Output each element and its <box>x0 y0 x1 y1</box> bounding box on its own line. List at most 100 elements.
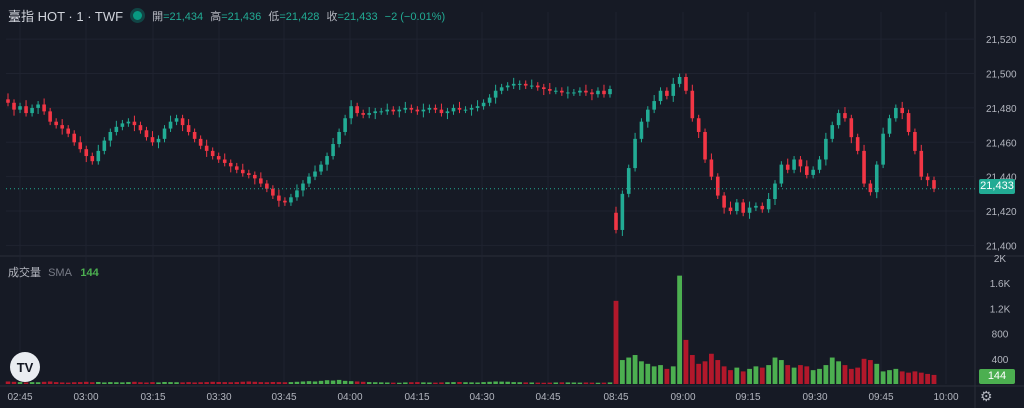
volume-axis: 400 800 1.2K 1.6K 2K <box>990 254 1011 366</box>
candle-body <box>271 188 275 196</box>
candle-body <box>572 92 576 94</box>
candle-body <box>469 107 474 110</box>
volume-bar <box>457 381 462 384</box>
candle-body <box>874 164 879 193</box>
live-dot-icon <box>133 11 143 20</box>
time-tick-label: 04:15 <box>404 392 429 403</box>
volume-bar <box>589 382 595 384</box>
candle-body <box>566 92 570 94</box>
candle-body <box>451 107 456 112</box>
close-value: =21,433 <box>337 10 378 23</box>
candle-body <box>560 90 564 93</box>
candle-body <box>421 109 426 112</box>
candle-body <box>932 180 936 189</box>
volume-bar <box>433 382 438 384</box>
candle-body <box>30 107 34 114</box>
candle-body <box>633 138 637 169</box>
candle-body <box>409 107 414 110</box>
volume-bar <box>252 381 258 384</box>
candle-body <box>747 207 752 213</box>
volume-bar <box>931 374 937 384</box>
volume-bar <box>639 361 644 384</box>
candle-body <box>499 87 504 91</box>
volume-bar <box>481 382 486 384</box>
high-label: 高 <box>210 10 222 23</box>
time-tick-label: 03:30 <box>206 392 231 403</box>
time-tick-label: 08:45 <box>603 392 628 403</box>
candle-body <box>373 111 378 114</box>
volume-header: 成交量 SMA 144 <box>8 264 99 280</box>
volume-bar <box>102 382 107 384</box>
candle-body <box>523 83 528 86</box>
volume-bar <box>246 381 252 384</box>
candle-body <box>42 104 46 112</box>
volume-bar <box>90 382 95 384</box>
volume-bar <box>823 365 829 384</box>
time-tick-label: 09:00 <box>670 392 695 403</box>
volume-bar <box>150 382 155 384</box>
candle-body <box>156 138 161 143</box>
gear-icon[interactable]: ⚙ <box>980 388 993 404</box>
candle-body <box>773 183 777 200</box>
candle-body <box>204 145 209 151</box>
candle-body <box>805 166 809 175</box>
volume-bar <box>11 381 17 384</box>
volume-bar <box>728 370 733 384</box>
volume-bar <box>47 381 53 384</box>
volume-bar <box>360 381 366 384</box>
volume-bar <box>463 382 468 384</box>
volume-bar <box>439 382 444 384</box>
candle-body <box>108 131 113 141</box>
volume-bar <box>312 381 318 384</box>
volume-bar <box>415 382 420 384</box>
volume-bar <box>785 365 791 384</box>
volume-bar <box>759 367 765 384</box>
volume-bar <box>77 382 83 384</box>
volume-bar <box>65 382 71 384</box>
volume-bar <box>607 382 613 384</box>
candle-body <box>578 90 582 93</box>
candle-body <box>862 150 866 184</box>
candle-body <box>900 107 904 114</box>
volume-bar <box>258 382 264 384</box>
volume-bar <box>577 382 583 384</box>
close-label: 收 <box>326 10 338 23</box>
candle-body <box>709 159 714 177</box>
volume-bar <box>23 382 29 384</box>
volume-tick-label: 2K <box>994 254 1007 265</box>
volume-bar <box>342 380 348 384</box>
volume-bar <box>499 381 504 384</box>
candle-body <box>602 90 606 95</box>
volume-bar <box>385 382 390 384</box>
candle-body <box>511 83 516 86</box>
candle-body <box>144 130 149 138</box>
volume-bar <box>899 371 905 384</box>
candle-body <box>677 76 682 84</box>
volume-bar <box>108 382 113 384</box>
volume-bar <box>59 382 65 384</box>
candle-body <box>439 109 444 114</box>
price-tick-label: 21,400 <box>986 241 1017 252</box>
candle-body <box>817 159 822 170</box>
volume-bar <box>734 367 740 384</box>
candle-body <box>36 104 40 108</box>
symbol-title[interactable]: 臺指 HOT · 1 · TWF <box>8 9 124 24</box>
volume-bar <box>613 300 619 384</box>
candle-body <box>445 111 450 114</box>
candle-body <box>487 97 492 103</box>
volume-bar <box>5 381 11 384</box>
candle-body <box>150 137 155 143</box>
volume-label[interactable]: 成交量 <box>8 267 41 279</box>
candle-body <box>620 193 625 230</box>
volume-bar <box>626 357 632 384</box>
candle-body <box>696 118 701 132</box>
candle-body <box>120 123 125 127</box>
candle-body <box>186 125 191 132</box>
tradingview-logo[interactable]: TV <box>10 352 40 382</box>
volume-bar <box>658 365 663 384</box>
candle-body <box>72 133 77 143</box>
candle-body <box>792 159 796 170</box>
volume-bar <box>487 381 492 384</box>
candle-body <box>96 150 101 162</box>
